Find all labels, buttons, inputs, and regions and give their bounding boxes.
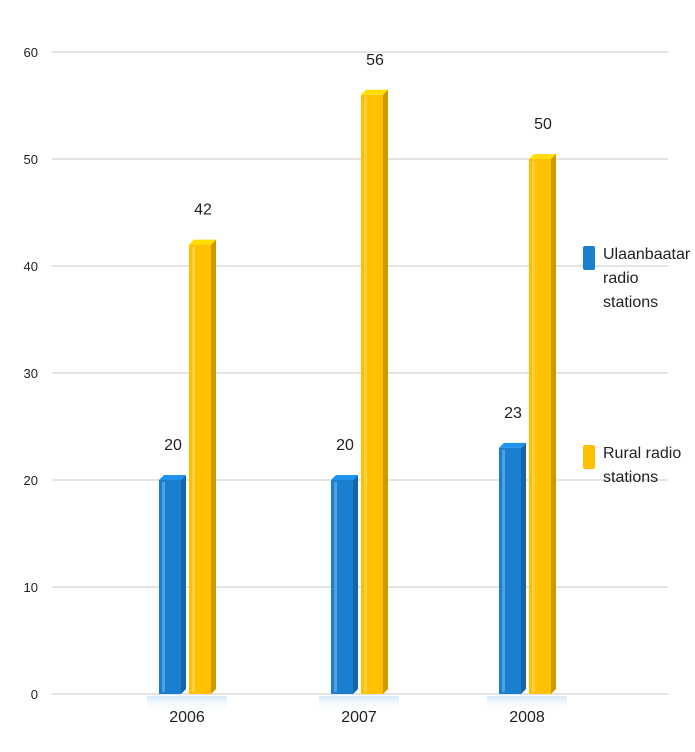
floor-reflection [319,696,399,712]
bar-side [353,475,358,694]
bar-top [529,154,556,159]
bar-ulaanbaatar-2008 [499,447,521,694]
bar-rural-2006 [189,244,211,694]
y-tick-label: 40 [24,259,38,274]
bar-side [181,475,186,694]
bar-ulaanbaatar-2006 [159,480,181,694]
y-tick-label: 60 [24,45,38,60]
data-label: 50 [534,116,552,133]
bar-highlight [532,161,535,692]
bar-rural-2008 [529,159,551,694]
data-label: 56 [366,52,384,69]
bar-highlight [192,246,195,692]
bar-top [361,89,388,95]
y-tick-label: 0 [31,687,38,702]
bar-rural-2007 [361,94,383,695]
legend-swatch-rural [583,445,595,469]
x-tick-label: 2008 [509,709,545,726]
y-tick-label: 10 [24,580,38,595]
floor-reflection [487,696,567,712]
floor-reflection [147,696,227,712]
y-tick-label: 30 [24,366,38,381]
legend-label-ulaanbaatar: Ulaanbaatar radio stations [603,246,691,311]
x-tick-label: 2006 [169,709,205,726]
bar-top [499,442,526,448]
data-label: 23 [504,405,522,422]
data-label: 20 [164,437,182,454]
y-tick-label: 50 [24,152,38,167]
bar-highlight [334,482,337,692]
legend-swatch-ulaanbaatar [583,246,595,270]
bar-top [159,475,186,480]
bar-side [211,239,216,694]
bar-top [331,475,358,480]
bar-highlight [502,449,505,692]
bar-side [521,442,526,694]
bar-top [189,239,216,245]
bar-side [551,154,556,694]
y-tick-label: 20 [24,473,38,488]
data-label: 20 [336,437,354,454]
x-tick-label: 2007 [341,709,377,726]
bar-highlight [162,482,165,692]
legend-label-rural: Rural radio stations [603,445,682,486]
bar-ulaanbaatar-2007 [331,480,353,694]
bar-highlight [364,96,367,693]
bar-side [383,89,388,695]
data-label: 42 [194,202,212,219]
